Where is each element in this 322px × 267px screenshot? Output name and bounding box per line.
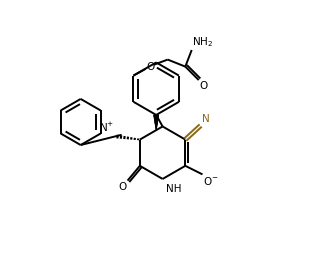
Text: O$^{-}$: O$^{-}$ bbox=[204, 175, 219, 187]
Text: NH: NH bbox=[166, 184, 182, 194]
Text: N$^{+}$: N$^{+}$ bbox=[99, 121, 115, 134]
Polygon shape bbox=[154, 115, 159, 131]
Text: O: O bbox=[119, 182, 127, 192]
Text: O: O bbox=[146, 62, 154, 72]
Text: N: N bbox=[202, 114, 210, 124]
Polygon shape bbox=[154, 115, 159, 131]
Text: NH$_{2}$: NH$_{2}$ bbox=[192, 35, 213, 49]
Text: O: O bbox=[199, 81, 208, 91]
